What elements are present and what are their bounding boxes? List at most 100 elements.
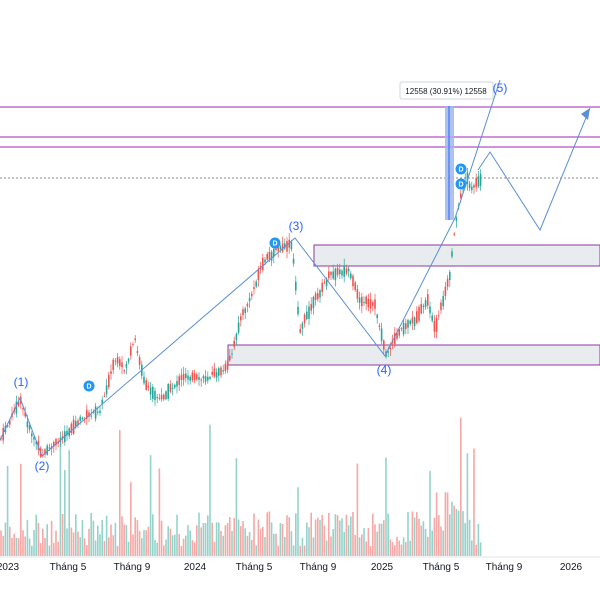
volume-bar bbox=[402, 537, 405, 556]
volume-bar bbox=[411, 511, 414, 556]
volume-bar bbox=[413, 517, 416, 556]
dividend-badge-icon[interactable] bbox=[455, 178, 467, 190]
candle-body bbox=[387, 351, 389, 353]
volume-bar bbox=[211, 522, 213, 556]
dividend-badges[interactable]: D D D D bbox=[83, 163, 467, 392]
volume-bar bbox=[372, 513, 374, 556]
candle-body bbox=[284, 243, 286, 249]
candle-body bbox=[358, 297, 361, 303]
volume-bar bbox=[268, 511, 271, 556]
candle-body bbox=[466, 172, 469, 184]
resistance-zone[interactable] bbox=[313, 244, 600, 267]
volume-bar bbox=[4, 522, 7, 556]
volume-bar bbox=[446, 492, 449, 556]
dividend-badge-icon[interactable] bbox=[269, 237, 281, 249]
candle-body bbox=[427, 294, 429, 306]
volume-bar bbox=[235, 458, 238, 556]
volume-bar bbox=[66, 528, 68, 556]
volume-bar bbox=[251, 539, 253, 556]
volume-bar bbox=[314, 519, 317, 556]
volume-bar bbox=[323, 525, 326, 556]
candle-body bbox=[446, 278, 449, 287]
volume-bar bbox=[330, 536, 332, 556]
candle-body bbox=[464, 177, 466, 179]
volume-bar bbox=[72, 532, 75, 556]
candle-body bbox=[281, 243, 284, 252]
candle-body bbox=[138, 357, 141, 365]
support-zone[interactable] bbox=[227, 344, 600, 366]
volume-bar bbox=[121, 516, 123, 556]
candle-body bbox=[435, 317, 438, 332]
candle-body bbox=[218, 368, 220, 376]
candle-body bbox=[105, 385, 108, 394]
candle-body bbox=[455, 217, 458, 221]
candle-body bbox=[262, 257, 264, 271]
volume-bar bbox=[138, 530, 141, 556]
x-tick-label: Tháng 5 bbox=[423, 562, 460, 573]
resistance-lines[interactable] bbox=[0, 106, 600, 179]
candle-body bbox=[185, 373, 187, 379]
dividend-badge-icon[interactable] bbox=[455, 163, 467, 175]
candle-body bbox=[116, 356, 119, 364]
volume-bar bbox=[471, 540, 473, 556]
wave-label-3: (3) bbox=[289, 219, 304, 233]
volume-bar bbox=[424, 528, 427, 556]
volume-bar bbox=[101, 519, 103, 556]
candle-body bbox=[407, 320, 409, 328]
dividend-badge-icon[interactable] bbox=[83, 380, 95, 392]
price-zones[interactable] bbox=[227, 244, 600, 366]
candle-body bbox=[24, 412, 26, 417]
candle-body bbox=[231, 353, 233, 355]
candle-body bbox=[378, 325, 381, 327]
candle-body bbox=[196, 374, 198, 380]
candle-body bbox=[416, 311, 418, 324]
candle-body bbox=[81, 417, 84, 419]
candle-body bbox=[400, 328, 403, 330]
volume-bar bbox=[312, 537, 315, 556]
volume-bar bbox=[207, 515, 209, 556]
volume-bar bbox=[451, 501, 453, 556]
volume-bar bbox=[433, 517, 436, 556]
volume-bar bbox=[257, 519, 260, 556]
candle-body bbox=[354, 282, 356, 290]
volume-bar bbox=[160, 520, 163, 556]
candle-body bbox=[143, 376, 145, 384]
x-tick-label: Tháng 5 bbox=[50, 562, 87, 573]
wave-path[interactable] bbox=[0, 79, 501, 457]
volume-bar bbox=[11, 537, 13, 556]
volume-bar bbox=[306, 522, 308, 556]
candle-body bbox=[411, 317, 414, 324]
candle-body bbox=[460, 193, 462, 199]
candle-body bbox=[94, 406, 97, 419]
candle-body bbox=[165, 391, 167, 400]
candle-body bbox=[134, 338, 136, 341]
x-tick-label: Tháng 5 bbox=[236, 562, 273, 573]
dividend-badge-label: D bbox=[458, 167, 463, 174]
candle-body bbox=[6, 425, 9, 427]
volume-bar bbox=[389, 539, 392, 556]
volume-bar bbox=[33, 530, 35, 556]
volume-bar bbox=[167, 526, 169, 556]
price-range-measure[interactable]: 12558 (30.91%) 12558 bbox=[399, 81, 494, 220]
volume-bar bbox=[255, 545, 257, 556]
volume-bar bbox=[400, 544, 403, 556]
candle-body bbox=[303, 314, 306, 324]
candle-body bbox=[121, 362, 123, 368]
volume-bar bbox=[383, 520, 385, 556]
candle-body bbox=[477, 176, 480, 187]
time-axis[interactable]: 2023 Tháng 5 Tháng 9 2024 Tháng 5 Tháng … bbox=[0, 556, 600, 573]
volume-bar bbox=[108, 537, 110, 556]
volume-bar bbox=[220, 530, 222, 556]
projection-path[interactable] bbox=[477, 107, 591, 232]
volume-bar bbox=[277, 545, 279, 556]
elliott-wave-drawing[interactable] bbox=[0, 79, 591, 457]
candle-body bbox=[79, 416, 81, 421]
candle-body bbox=[336, 267, 339, 275]
volume-bar bbox=[24, 536, 26, 556]
dividend-badge-label: D bbox=[458, 182, 463, 189]
candle-body bbox=[352, 275, 354, 287]
volume-bar bbox=[64, 470, 66, 556]
x-tick-label: Tháng 9 bbox=[486, 562, 523, 573]
